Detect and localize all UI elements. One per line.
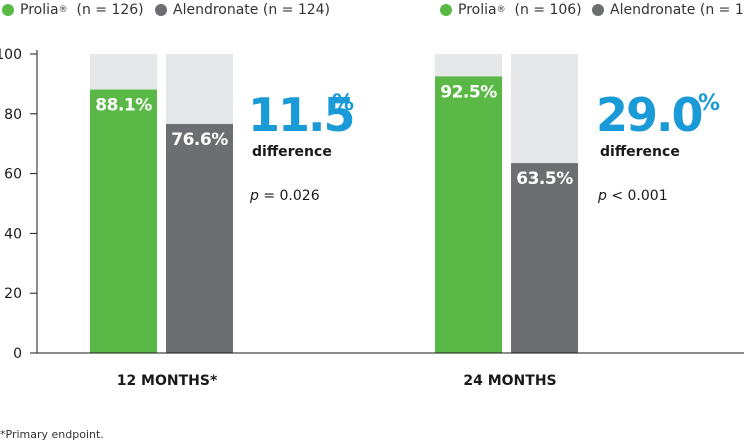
legend-alendronate-24: Alendronate (n = 115) (592, 0, 744, 20)
legend-sup: ® (496, 5, 506, 15)
alendronate-legend-dot-icon (155, 4, 167, 16)
prolia-legend-dot-icon (440, 4, 452, 16)
legend-label: Prolia (458, 2, 497, 18)
footnote: *Primary endpoint. (0, 428, 104, 441)
legend-label: Alendronate (n = 115) (610, 2, 744, 18)
bar-value-label: 63.5% (516, 169, 573, 189)
y-tick-label: 80 (4, 107, 22, 123)
p-value: p = 0.026 (249, 188, 320, 204)
category-label: 12 MONTHS* (117, 373, 218, 389)
alendronate-legend-dot-icon (592, 4, 604, 16)
y-tick-label: 20 (4, 286, 22, 302)
prolia-bar (435, 76, 502, 354)
y-tick-label: 0 (13, 346, 22, 362)
legend-n: (n = 106) (514, 2, 582, 18)
difference-label: difference (252, 144, 332, 160)
y-tick-label: 40 (4, 226, 22, 242)
alendronate-bar (166, 123, 233, 353)
prolia-legend-dot-icon (2, 4, 14, 16)
prolia-bar (90, 89, 157, 354)
difference-value: 11.5 (248, 88, 354, 142)
alendronate-bar (511, 163, 578, 353)
category-label: 24 MONTHS (463, 373, 556, 389)
difference-unit: % (698, 91, 720, 116)
legend-n: (n = 126) (76, 2, 144, 18)
bar-value-label: 88.1% (95, 96, 152, 116)
legend-prolia-12: Prolia ® (n = 126) (2, 0, 144, 20)
difference-label: difference (600, 144, 680, 160)
legend-label: Prolia (20, 2, 59, 18)
bar-value-label: 92.5% (440, 82, 497, 102)
p-value: p < 0.001 (597, 188, 668, 204)
legend-sup: ® (58, 5, 68, 15)
legend-alendronate-12: Alendronate (n = 124) (155, 0, 330, 20)
difference-unit: % (332, 91, 354, 116)
legend-prolia-24: Prolia ® (n = 106) (440, 0, 582, 20)
y-tick-label: 60 (4, 167, 22, 183)
y-tick-label: 100 (0, 47, 22, 63)
legend-label: Alendronate (n = 124) (173, 2, 331, 18)
bar-value-label: 76.6% (171, 130, 228, 150)
difference-value: 29.0 (596, 88, 702, 142)
